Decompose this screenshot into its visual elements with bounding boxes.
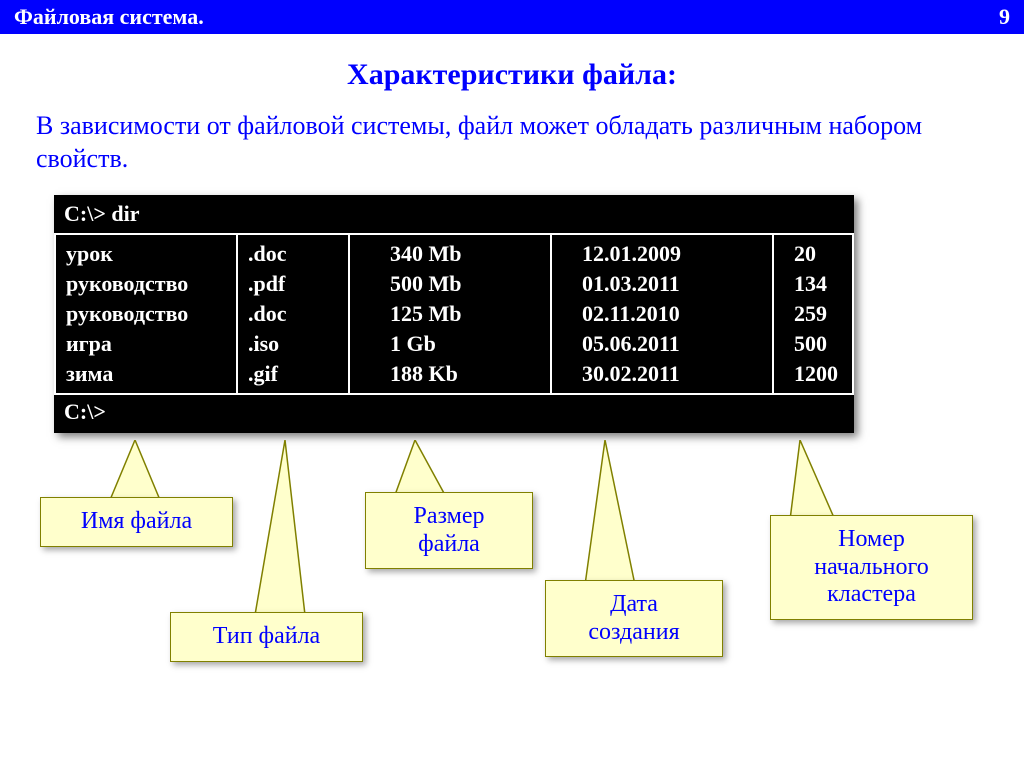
cell-cluster: 259 [794, 299, 842, 329]
callout-cluster-l2: начального [814, 554, 928, 580]
callout-tail-type [250, 440, 330, 625]
callout-tail-date [575, 440, 655, 590]
header-title: Файловая система. [14, 4, 204, 30]
terminal-window: C:\> dir урок руководство руководство иг… [54, 195, 854, 433]
cell-date: 05.06.2011 [582, 329, 762, 359]
callout-type-text: Тип файла [213, 623, 320, 649]
cell-ext: .pdf [248, 269, 338, 299]
callout-date-l1: Дата [610, 591, 658, 617]
slide-title: Характеристики файла: [0, 58, 1024, 92]
header-page-number: 9 [999, 4, 1010, 30]
callout-size: Размер файла [365, 492, 533, 569]
cell-ext: .doc [248, 299, 338, 329]
slide-header: Файловая система. 9 [0, 0, 1024, 34]
cell-name: игра [66, 329, 226, 359]
callout-name: Имя файла [40, 497, 233, 547]
intro-text: В зависимости от файловой системы, файл … [36, 110, 988, 175]
callout-type: Тип файла [170, 612, 363, 662]
cell-size: 340 Mb [390, 239, 540, 269]
cell-date: 30.02.2011 [582, 359, 762, 389]
cell-date: 02.11.2010 [582, 299, 762, 329]
cell-name: руководство [66, 269, 226, 299]
callout-date-l2: создания [588, 619, 679, 645]
cell-cluster: 20 [794, 239, 842, 269]
cell-size: 125 Mb [390, 299, 540, 329]
cell-cluster: 134 [794, 269, 842, 299]
cell-size: 500 Mb [390, 269, 540, 299]
callout-cluster-l1: Номер [838, 526, 905, 552]
callout-date: Дата создания [545, 580, 723, 657]
callout-cluster-l3: кластера [827, 581, 916, 607]
cell-size: 1 Gb [390, 329, 540, 359]
cell-ext: .iso [248, 329, 338, 359]
cell-name: зима [66, 359, 226, 389]
cell-size: 188 Kb [390, 359, 540, 389]
callout-name-text: Имя файла [81, 508, 192, 534]
cell-cluster: 500 [794, 329, 842, 359]
cell-ext: .gif [248, 359, 338, 389]
cell-ext: .doc [248, 239, 338, 269]
cell-date: 12.01.2009 [582, 239, 762, 269]
callout-cluster: Номер начального кластера [770, 515, 973, 620]
cell-name: руководство [66, 299, 226, 329]
callout-size-l2: файла [418, 531, 480, 557]
terminal-prompt-dir: C:\> dir [54, 195, 854, 233]
terminal-prompt-end: C:\> [54, 395, 854, 433]
cell-date: 01.03.2011 [582, 269, 762, 299]
cell-name: урок [66, 239, 226, 269]
cell-cluster: 1200 [794, 359, 842, 389]
file-table: урок руководство руководство игра зима .… [54, 233, 854, 395]
table-row: урок руководство руководство игра зима .… [55, 234, 853, 394]
callout-size-l1: Размер [414, 503, 485, 529]
